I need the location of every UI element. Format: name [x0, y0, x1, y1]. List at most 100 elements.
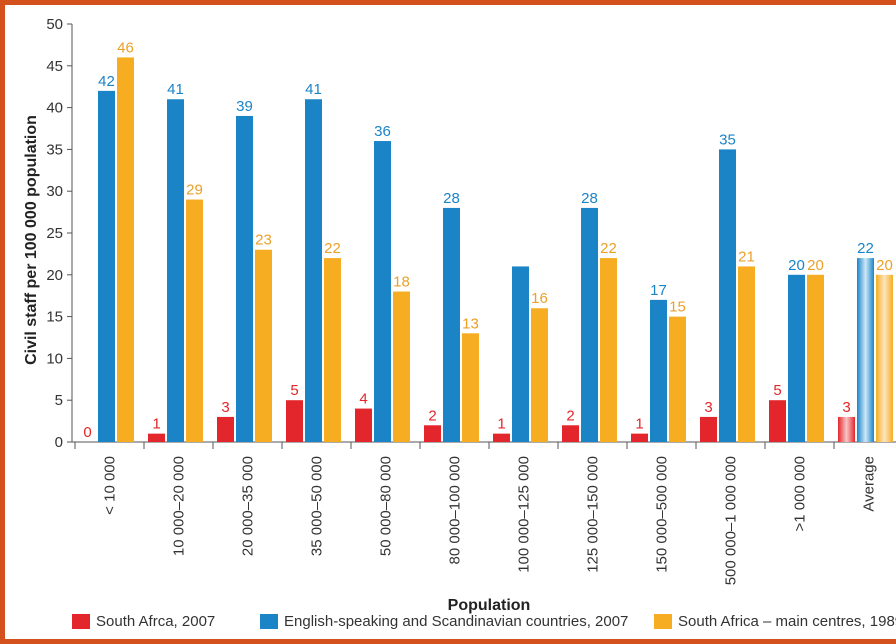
- bar: [462, 333, 479, 442]
- data-label: 28: [443, 190, 460, 207]
- bar: [305, 99, 322, 443]
- bar: [719, 149, 736, 442]
- bar: [788, 274, 805, 442]
- data-label: 3: [704, 399, 712, 416]
- bar: [286, 400, 303, 442]
- y-tick-label: 20: [46, 267, 63, 284]
- category-group: 2 28 22 125 000–150 000: [562, 190, 617, 573]
- y-tick-label: 40: [46, 100, 63, 117]
- data-label: 2: [428, 407, 436, 424]
- bar: [217, 416, 234, 442]
- data-label: 17: [650, 282, 667, 299]
- y-axis-title: Civil staff per 100 000 population: [23, 115, 40, 365]
- y-tick-label: 45: [46, 58, 63, 75]
- x-tick-label: 10 000–20 000: [171, 456, 188, 556]
- x-tick-label: 20 000–35 000: [240, 456, 257, 556]
- bar: [374, 141, 391, 443]
- x-tick-label: Average: [861, 456, 878, 512]
- data-label: 4: [359, 391, 367, 408]
- bar: [255, 249, 272, 442]
- category-group: 1 41 29 10 000–20 000: [148, 81, 203, 556]
- data-label: 22: [600, 240, 617, 257]
- x-tick-label: < 10 000: [102, 456, 119, 515]
- bar: [424, 425, 441, 442]
- x-tick-label: 80 000–100 000: [447, 456, 464, 564]
- y-tick-label: 10: [46, 350, 63, 367]
- data-label: 5: [290, 382, 298, 399]
- data-label: 1: [152, 416, 160, 433]
- legend-swatch: [654, 614, 672, 629]
- data-label: 42: [98, 73, 115, 90]
- x-tick-label: 150 000–500 000: [654, 456, 671, 573]
- x-tick-label: 50 000–80 000: [378, 456, 395, 556]
- legend-label: English-speaking and Scandinavian countr…: [284, 613, 628, 630]
- data-label: 1: [635, 416, 643, 433]
- bar: [531, 308, 548, 442]
- bar: [355, 408, 372, 442]
- legend-item: South Afrca, 2007: [72, 613, 215, 630]
- y-tick-label: 50: [46, 16, 63, 33]
- data-label: 41: [167, 81, 184, 98]
- data-label: 29: [186, 182, 203, 199]
- data-label: 22: [324, 240, 341, 257]
- data-label: 35: [719, 131, 736, 148]
- data-label: 13: [462, 315, 479, 332]
- x-axis-title: Population: [448, 597, 531, 614]
- bar: [186, 199, 203, 442]
- data-label: 18: [393, 274, 410, 291]
- legend-item: South Africa – main centres, 1989: [654, 613, 896, 630]
- data-label: 22: [857, 240, 874, 257]
- bar: [117, 57, 134, 442]
- category-group: 3 39 23 20 000–35 000: [217, 98, 272, 556]
- bar: [581, 207, 598, 442]
- data-label: 16: [531, 290, 548, 307]
- category-group: 4 36 18 50 000–80 000: [355, 123, 410, 556]
- bar: [562, 425, 579, 442]
- category-group: 5 20 20 >1 000 000: [769, 257, 824, 532]
- bar: [631, 433, 648, 442]
- bar: [650, 299, 667, 442]
- bar: [807, 274, 824, 442]
- y-tick-label: 0: [55, 434, 63, 451]
- data-label: 28: [581, 190, 598, 207]
- x-tick-label: 100 000–125 000: [516, 456, 533, 573]
- category-group: 1 16 100 000–125 000: [493, 266, 548, 573]
- bar: [493, 433, 510, 442]
- bar: [876, 274, 893, 442]
- data-label: 3: [842, 399, 850, 416]
- data-label: 0: [83, 424, 91, 441]
- y-tick-label: 5: [55, 392, 63, 409]
- bar: [236, 115, 253, 443]
- bar: [600, 258, 617, 442]
- y-tick-label: 25: [46, 225, 63, 242]
- bar: [738, 266, 755, 442]
- data-label: 46: [117, 39, 134, 56]
- data-label: 20: [876, 257, 893, 274]
- data-label: 39: [236, 98, 253, 115]
- data-label: 1: [497, 416, 505, 433]
- data-label: 3: [221, 399, 229, 416]
- legend-swatch: [260, 614, 278, 629]
- category-group: 5 41 22 35 000–50 000: [286, 81, 341, 556]
- data-label: 20: [788, 257, 805, 274]
- x-tick-label: 35 000–50 000: [309, 456, 326, 556]
- bar: [769, 400, 786, 442]
- data-label: 21: [738, 248, 755, 265]
- bar: [512, 266, 529, 442]
- bar: [669, 316, 686, 442]
- category-group: 3 35 21 500 000–1 000 000: [700, 131, 755, 585]
- bar: [148, 433, 165, 442]
- data-label: 23: [255, 232, 272, 249]
- bar: [857, 258, 874, 442]
- bar: [98, 90, 115, 442]
- y-tick-label: 15: [46, 309, 63, 326]
- legend-swatch: [72, 614, 90, 629]
- bar: [838, 416, 855, 442]
- legend-label: South Africa – main centres, 1989: [678, 613, 896, 630]
- legend: South Afrca, 2007 English-speaking and Sc…: [72, 613, 896, 630]
